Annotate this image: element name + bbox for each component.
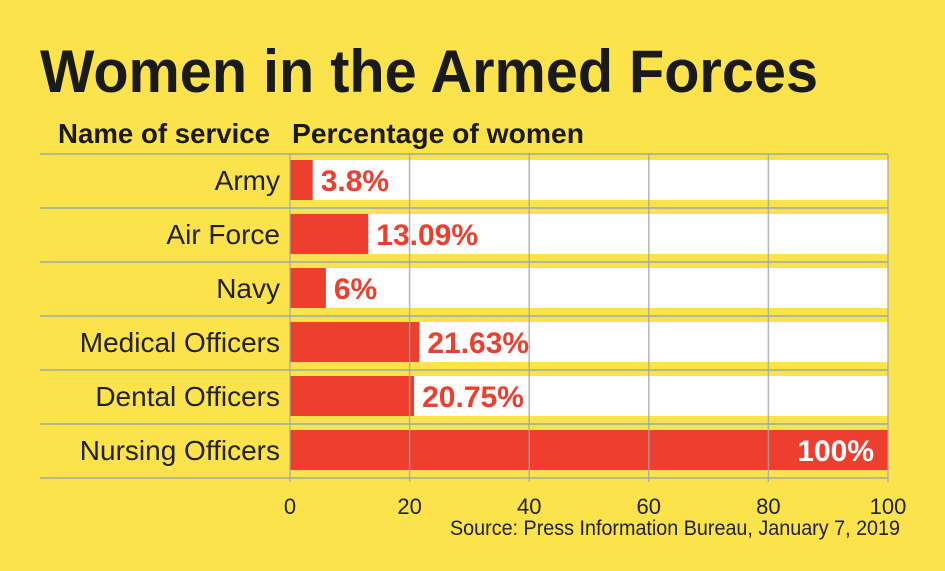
x-tick-label: 100: [870, 494, 907, 519]
header-percentage: Percentage of women: [292, 118, 584, 149]
x-tick-label: 0: [284, 494, 296, 519]
bar-nursing-officers: [290, 430, 888, 470]
bar-air-force: [290, 214, 369, 254]
category-label: Air Force: [166, 219, 280, 250]
value-label: 20.75%: [422, 381, 524, 414]
x-tick-label: 60: [637, 494, 661, 519]
bar-dental-officers: [290, 376, 415, 416]
category-label: Nursing Officers: [80, 435, 280, 466]
value-label: 6%: [334, 273, 377, 306]
header-service: Name of service: [58, 118, 270, 149]
value-label: 3.8%: [321, 165, 389, 198]
category-label: Medical Officers: [80, 327, 280, 358]
chart-title: Women in the Armed Forces: [40, 38, 818, 105]
x-tick-label: 20: [397, 494, 421, 519]
bar-track: [290, 214, 888, 254]
bar-track: [290, 268, 888, 308]
bar-army: [290, 160, 313, 200]
source-note: Source: Press Information Bureau, Januar…: [450, 517, 900, 540]
value-label: 21.63%: [427, 327, 529, 360]
bar-navy: [290, 268, 326, 308]
category-label: Dental Officers: [95, 381, 280, 412]
category-label: Navy: [216, 273, 280, 304]
value-label: 100%: [797, 435, 874, 468]
category-label: Army: [215, 165, 280, 196]
x-tick-label: 40: [517, 494, 541, 519]
value-label: 13.09%: [376, 219, 478, 252]
bar-track: [290, 160, 888, 200]
x-tick-label: 80: [756, 494, 780, 519]
bar-medical-officers: [290, 322, 420, 362]
